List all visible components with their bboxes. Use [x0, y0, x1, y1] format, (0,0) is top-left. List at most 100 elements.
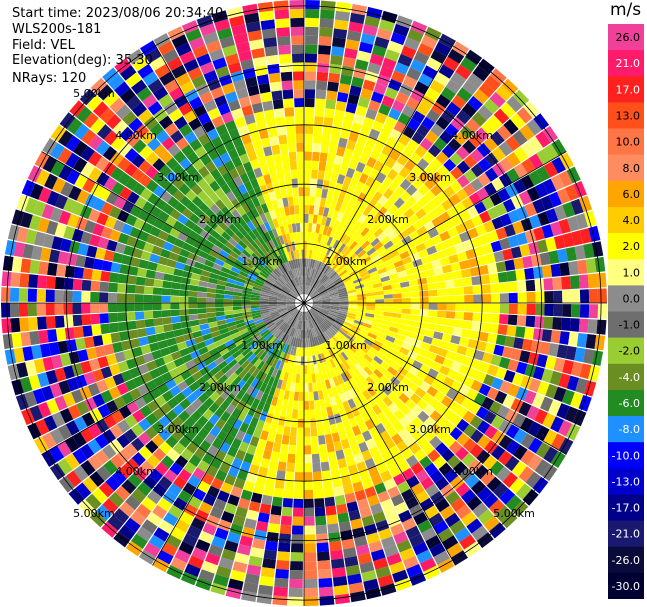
- velocity-gate: [524, 267, 535, 280]
- velocity-gate: [363, 281, 373, 287]
- velocity-gate: [351, 150, 362, 162]
- velocity-gate: [551, 139, 567, 156]
- velocity-gate: [339, 392, 348, 403]
- velocity-gate: [526, 405, 540, 421]
- velocity-gate: [371, 179, 382, 191]
- velocity-gate: [298, 276, 302, 286]
- velocity-gate: [390, 321, 400, 329]
- velocity-gate: [272, 339, 280, 348]
- velocity-gate: [262, 342, 271, 352]
- velocity-gate: [216, 430, 228, 442]
- velocity-gate: [92, 335, 104, 347]
- velocity-gate: [323, 351, 330, 362]
- velocity-gate: [257, 325, 267, 332]
- velocity-gate: [341, 538, 355, 550]
- velocity-gate: [404, 356, 415, 366]
- velocity-gate: [119, 65, 137, 81]
- velocity-gate: [478, 82, 495, 98]
- velocity-gate: [380, 498, 394, 511]
- velocity-gate: [455, 446, 469, 461]
- velocity-gate: [410, 303, 420, 310]
- velocity-gate: [222, 245, 232, 255]
- velocity-gate: [224, 286, 235, 292]
- velocity-gate: [386, 245, 397, 254]
- velocity-gate: [393, 240, 405, 250]
- velocity-gate: [57, 251, 69, 265]
- velocity-gate: [499, 380, 512, 394]
- velocity-gate: [280, 322, 288, 331]
- velocity-gate: [294, 259, 299, 269]
- velocity-gate: [299, 285, 303, 295]
- velocity-gate: [576, 333, 588, 348]
- velocity-gate: [192, 224, 204, 235]
- velocity-gate: [279, 309, 288, 314]
- velocity-gate: [234, 259, 245, 268]
- velocity-gate: [382, 407, 394, 419]
- velocity-gate: [296, 445, 304, 455]
- velocity-gate: [168, 108, 183, 123]
- velocity-gate: [161, 222, 173, 234]
- velocity-gate: [46, 190, 60, 207]
- velocity-gate: [571, 289, 581, 303]
- velocity-gate: [478, 264, 489, 276]
- velocity-gate: [214, 527, 229, 540]
- velocity-gate: [293, 196, 299, 206]
- velocity-gate: [196, 415, 209, 428]
- velocity-gate: [515, 269, 526, 281]
- velocity-gate: [304, 71, 317, 81]
- velocity-gate: [57, 424, 72, 441]
- velocity-gate: [270, 288, 280, 294]
- velocity-gate: [318, 577, 333, 588]
- velocity-gate: [490, 68, 507, 85]
- velocity-gate: [383, 289, 393, 295]
- velocity-gate: [241, 299, 251, 303]
- velocity-gate: [215, 123, 228, 136]
- velocity-gate: [329, 199, 337, 210]
- velocity-gate: [569, 318, 580, 332]
- velocity-gate: [232, 295, 242, 300]
- velocity-gate: [333, 346, 341, 356]
- velocity-gate: [205, 208, 216, 220]
- velocity-gate: [330, 307, 340, 311]
- velocity-gate: [178, 541, 195, 555]
- velocity-gate: [193, 240, 204, 250]
- velocity-gate: [135, 319, 146, 329]
- velocity-gate: [218, 221, 229, 232]
- velocity-gate: [256, 119, 267, 131]
- velocity-gate: [327, 451, 337, 462]
- velocity-gate: [310, 309, 317, 317]
- velocity-gate: [436, 428, 450, 442]
- velocity-gate: [561, 317, 571, 331]
- velocity-gate: [263, 173, 272, 185]
- velocity-gate: [454, 372, 467, 384]
- velocity-gate: [355, 161, 366, 173]
- velocity-gate: [145, 326, 156, 336]
- velocity-gate: [92, 258, 104, 271]
- velocity-gate: [378, 103, 391, 116]
- velocity-gate: [415, 490, 430, 504]
- velocity-gate: [262, 402, 271, 413]
- velocity-gate: [509, 477, 525, 494]
- velocity-gate: [391, 161, 404, 174]
- velocity-gate: [306, 347, 310, 357]
- velocity-gate: [237, 411, 247, 422]
- velocity-gate: [162, 48, 179, 64]
- velocity-gate: [351, 189, 361, 200]
- velocity-gate: [290, 17, 304, 28]
- velocity-gate: [166, 448, 180, 462]
- velocity-gate: [512, 89, 530, 107]
- velocity-gate: [157, 339, 169, 350]
- velocity-gate: [370, 503, 383, 515]
- velocity-gate: [367, 466, 380, 478]
- velocity-gate: [282, 286, 291, 293]
- velocity-gate: [138, 174, 152, 188]
- velocity-gate: [145, 179, 159, 193]
- velocity-gate: [251, 197, 261, 208]
- velocity-gate: [424, 329, 435, 338]
- velocity-gate: [545, 237, 557, 252]
- velocity-gate: [178, 183, 191, 196]
- velocity-gate: [188, 303, 198, 309]
- velocity-gate: [349, 269, 358, 277]
- velocity-gate: [270, 311, 279, 316]
- velocity-gate: [114, 81, 131, 97]
